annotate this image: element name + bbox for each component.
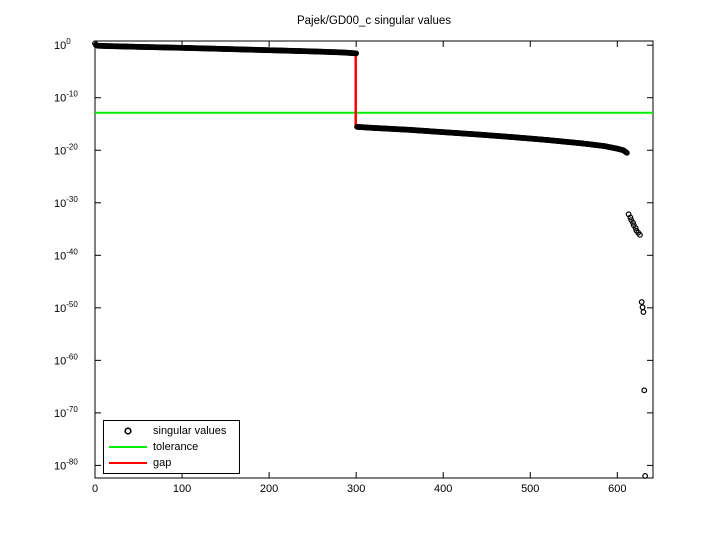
y-tick-label: 10-40 <box>54 247 78 262</box>
x-tick-label: 200 <box>260 483 278 495</box>
tolerance-line-icon <box>109 446 147 448</box>
legend-label-gap: gap <box>153 457 172 469</box>
chart-title: Pajek/GD00_c singular values <box>296 15 452 27</box>
y-tick-label: 10-80 <box>54 457 78 472</box>
legend-entry-gap: gap <box>104 455 239 471</box>
x-tick-label: 500 <box>521 483 539 495</box>
x-tick-label: 600 <box>608 483 626 495</box>
legend-label-tolerance: tolerance <box>153 441 199 453</box>
legend-label-singular-values: singular values <box>153 425 227 437</box>
y-axis-ticks: 100 10-10 10-20 10-30 10-40 10-50 10-60 10-70 10… <box>54 37 653 472</box>
gap-line-icon <box>109 462 147 464</box>
x-tick-label: 0 <box>92 483 98 495</box>
singular-values-marker-icon <box>109 426 147 436</box>
y-tick-label: 10-60 <box>54 352 78 367</box>
y-tick-label: 10-50 <box>54 300 78 315</box>
plot-border <box>94 40 654 479</box>
y-tick-label: 100 <box>54 37 71 52</box>
y-tick-label: 10-20 <box>54 142 78 157</box>
legend-entry-tolerance: tolerance <box>104 439 239 455</box>
legend-entry-singular-values: singular values <box>104 423 239 439</box>
y-tick-label: 10-10 <box>54 90 78 105</box>
legend: singular values tolerance gap <box>103 420 240 474</box>
x-tick-label: 300 <box>347 483 365 495</box>
x-axis-ticks: 0 100 200 300 400 500 600 <box>92 41 626 495</box>
x-tick-label: 100 <box>173 483 191 495</box>
y-tick-label: 10-30 <box>54 195 78 210</box>
x-tick-label: 400 <box>434 483 452 495</box>
y-tick-label: 10-70 <box>54 405 78 420</box>
singular-values-series <box>92 40 649 479</box>
